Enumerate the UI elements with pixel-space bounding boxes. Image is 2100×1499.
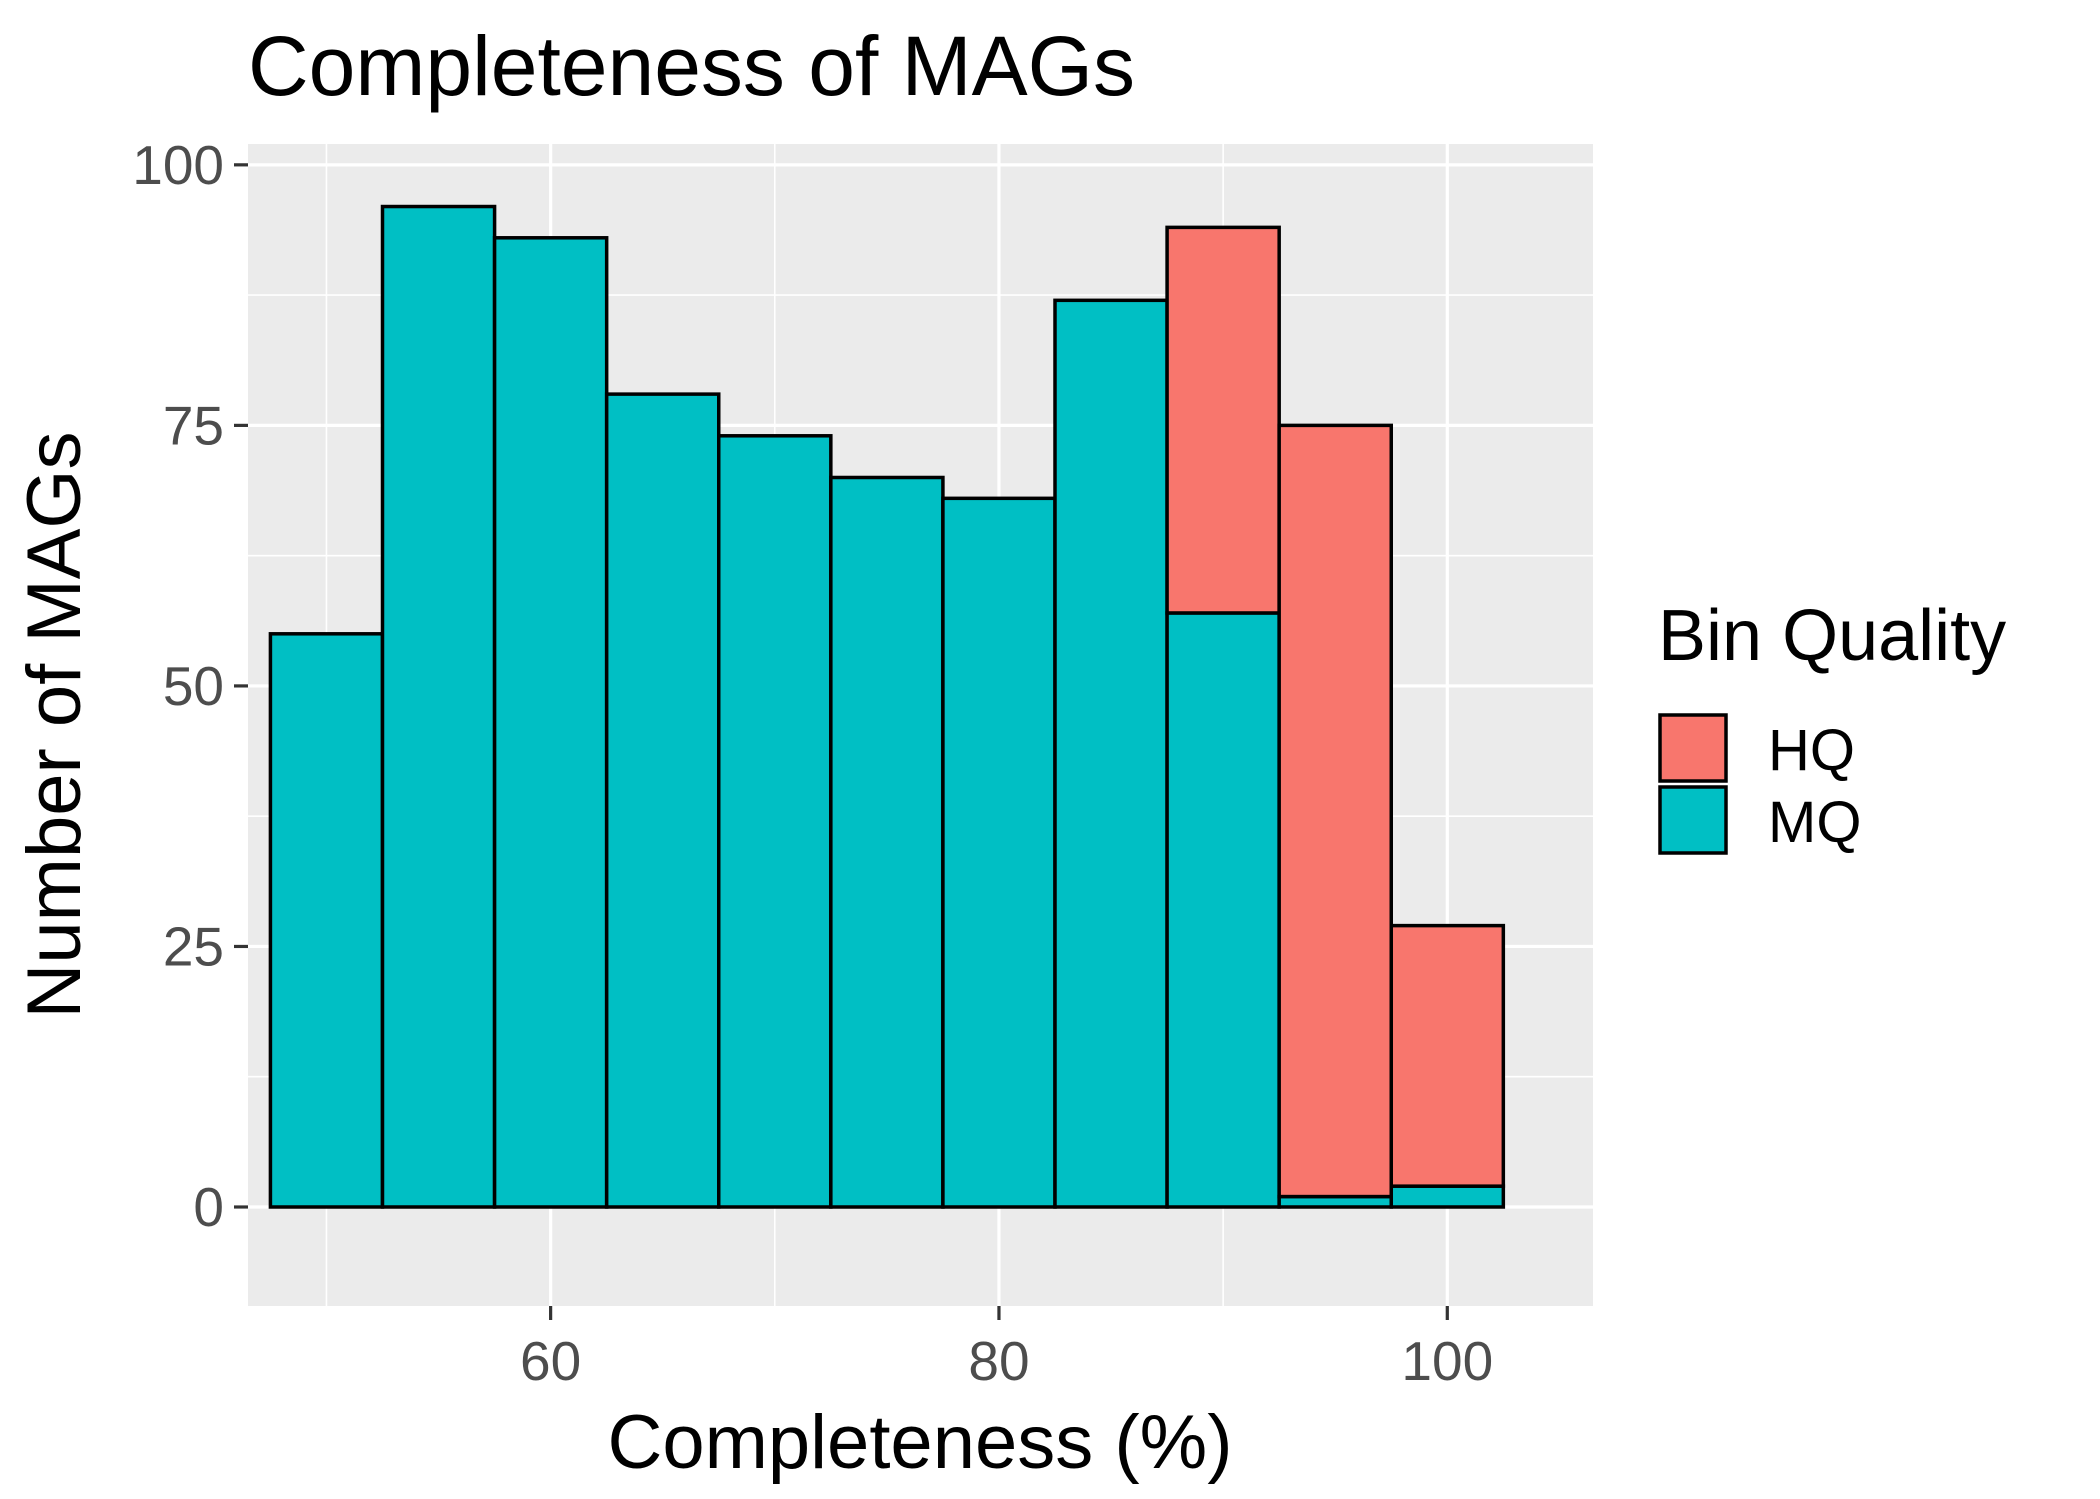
- x-axis: 60 80 100: [520, 1306, 1493, 1392]
- legend-key-mq: [1658, 785, 1728, 855]
- bar-mq: [717, 434, 833, 1209]
- bar-hq: [1389, 923, 1506, 1188]
- x-axis-title: Completeness (%): [607, 1400, 1232, 1485]
- x-tick-label: 100: [1401, 1330, 1493, 1392]
- bar-mq: [492, 236, 609, 1209]
- bar-mq: [829, 475, 945, 1209]
- y-tick-label: 75: [163, 394, 224, 456]
- bar-mq: [380, 204, 497, 1209]
- bar-mq: [941, 496, 1057, 1209]
- legend-label-hq: HQ: [1768, 718, 1855, 783]
- bar-mq: [604, 392, 721, 1209]
- y-tick-label: 50: [163, 655, 224, 717]
- legend-key-hq: [1658, 713, 1728, 783]
- bar-hq: [1165, 225, 1281, 615]
- y-axis: 0 25 50 75 100: [132, 134, 248, 1238]
- bars: [268, 204, 1506, 1209]
- x-tick-label: 60: [520, 1330, 581, 1392]
- legend-title: Bin Quality: [1658, 596, 2006, 676]
- y-tick-label: 25: [163, 915, 224, 977]
- y-axis-title: Number of MAGs: [12, 431, 97, 1018]
- bar-mq: [1053, 298, 1169, 1209]
- legend-items: HQ MQ: [1658, 713, 1861, 855]
- legend-label-mq: MQ: [1768, 790, 1861, 855]
- y-tick-label: 0: [193, 1176, 224, 1238]
- legend: Bin Quality HQ MQ: [1658, 596, 2006, 855]
- y-tick-label: 100: [132, 134, 224, 196]
- bar-mq: [1165, 611, 1281, 1209]
- bar-hq: [1277, 423, 1393, 1199]
- bar-mq: [268, 632, 385, 1209]
- bar-mq: [1389, 1184, 1506, 1209]
- chart-title: Completeness of MAGs: [248, 19, 1135, 113]
- x-tick-label: 80: [968, 1330, 1029, 1392]
